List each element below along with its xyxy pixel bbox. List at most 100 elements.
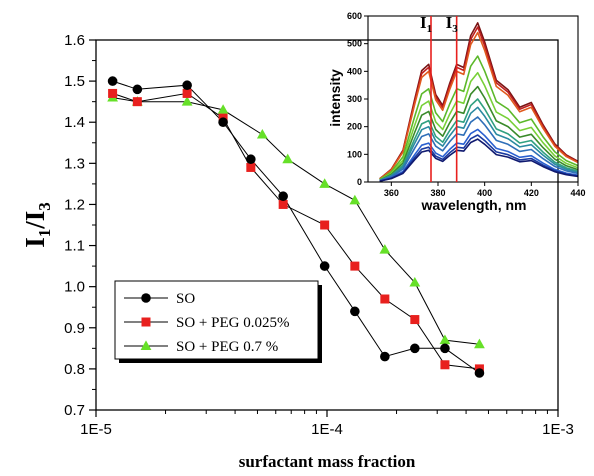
spectrum-line-3 bbox=[379, 55, 579, 181]
x-tick-label: 1E-3 bbox=[542, 421, 574, 438]
so-peg-07-data-point bbox=[349, 194, 361, 205]
spectrum-line-9 bbox=[379, 128, 579, 182]
inset-y-tick-label: 400 bbox=[347, 66, 362, 76]
so-peg-0025-data-point bbox=[141, 317, 151, 327]
y-axis-title: I1/I3 bbox=[20, 202, 54, 248]
inset-annotation-main: I bbox=[446, 13, 453, 32]
legend-label: SO + PEG 0.025% bbox=[176, 315, 289, 331]
inset-y-ticks: 0 100 200 300 400 500 600 bbox=[347, 11, 368, 187]
spectrum-line-4 bbox=[379, 71, 579, 181]
so-peg-0025-data-point bbox=[440, 360, 450, 370]
inset-x-tick-label: 400 bbox=[477, 188, 492, 198]
y-tick-label: 1.4 bbox=[64, 114, 85, 131]
legend-entries: SO SO + PEG 0.025% SO + PEG 0.7 % bbox=[124, 291, 289, 355]
inset-marks bbox=[430, 16, 458, 182]
so-data-point bbox=[246, 154, 256, 165]
so-peg-07-data-point bbox=[439, 334, 451, 345]
y-title-sub3: 3 bbox=[35, 202, 54, 211]
inset-y-axis-title: intensity bbox=[327, 69, 343, 127]
so-peg-0025-data-point bbox=[320, 220, 330, 230]
so-peg-0025-data-point bbox=[380, 294, 390, 304]
legend-label: SO bbox=[176, 291, 195, 307]
legend-label: SO + PEG 0.7 % bbox=[176, 339, 278, 355]
y-tick-label: 1.3 bbox=[64, 155, 85, 172]
main-series-group bbox=[107, 76, 485, 378]
inset-x-axis-title: wavelength, nm bbox=[420, 197, 526, 213]
so-data-point bbox=[440, 343, 450, 354]
y-tick-label: 0.9 bbox=[64, 320, 85, 337]
so-data-point bbox=[319, 261, 330, 271]
inset-x-tick-label: 440 bbox=[570, 188, 585, 198]
so-data-point bbox=[218, 117, 228, 128]
inset-y-tick-label: 600 bbox=[347, 11, 362, 21]
so-peg-07-data-point bbox=[379, 244, 391, 254]
so-peg-07-data-point bbox=[217, 104, 229, 114]
y-title-main: I bbox=[20, 237, 50, 248]
spectrum-line-10 bbox=[379, 134, 579, 182]
y-tick-label: 1.1 bbox=[64, 238, 85, 255]
series-line-2 bbox=[112, 97, 480, 345]
inset-x-ticks: 360 380 400 420 440 bbox=[384, 182, 586, 198]
so-data-point bbox=[107, 76, 118, 86]
spectrum-line-5 bbox=[379, 85, 579, 181]
so-peg-0025-data-point bbox=[350, 261, 360, 271]
so-peg-07-data-point bbox=[181, 96, 193, 106]
so-peg-0025-data-point bbox=[278, 199, 288, 209]
so-peg-07-data-point bbox=[409, 276, 421, 287]
inset-annotation-sub: 3 bbox=[452, 23, 458, 35]
inset-y-tick-label: 200 bbox=[347, 122, 362, 132]
inset-chart: 360 380 400 420 440 0 100 200 300 400 500 600 wave… bbox=[327, 11, 586, 213]
so-data-point bbox=[132, 84, 143, 95]
svg-text:I1/I3: I1/I3 bbox=[20, 202, 54, 248]
spectrum-line-11 bbox=[379, 138, 579, 182]
y-tick-label: 1.0 bbox=[64, 279, 85, 296]
inset-annotation-1: I3 bbox=[446, 13, 459, 35]
spectrum-line-2 bbox=[379, 31, 579, 180]
so-data-point bbox=[278, 191, 288, 202]
so-peg-0025-data-point bbox=[132, 97, 142, 107]
inset-y-tick-label: 100 bbox=[347, 149, 362, 159]
so-peg-07-data-point bbox=[140, 340, 152, 350]
main-y-ticks: 0.7 0.8 0.9 1.0 1.1 1.2 1.3 1.4 1.5 1.6 bbox=[64, 32, 96, 419]
spectrum-line-7 bbox=[379, 106, 579, 182]
inset-x-tick-label: 420 bbox=[524, 188, 539, 198]
inset-series-group bbox=[379, 22, 579, 182]
so-data-point bbox=[410, 343, 420, 354]
so-data-point bbox=[380, 351, 390, 362]
y-tick-label: 0.8 bbox=[64, 361, 85, 378]
so-peg-07-data-point bbox=[256, 128, 268, 139]
x-tick-label: 1E-4 bbox=[311, 421, 343, 438]
so-data-point bbox=[350, 306, 360, 317]
x-axis-title: surfactant mass fraction bbox=[239, 452, 416, 471]
series-line-0 bbox=[112, 80, 480, 374]
so-data-point bbox=[474, 368, 485, 378]
main-x-ticks: 1E-5 1E-4 1E-3 bbox=[80, 410, 574, 438]
so-data-point bbox=[141, 293, 151, 303]
so-peg-0025-data-point bbox=[246, 162, 256, 172]
so-data-point bbox=[182, 80, 192, 91]
y-title-slash: /I bbox=[20, 211, 50, 230]
so-peg-07-data-point bbox=[474, 338, 485, 349]
y-tick-label: 0.7 bbox=[64, 402, 85, 419]
x-tick-label: 1E-5 bbox=[80, 421, 112, 438]
inset-annotations: I1 I3 bbox=[420, 13, 458, 35]
main-chart: 1E-5 1E-4 1E-3 0.7 0.8 0.9 1.0 1.1 1.2 1.3 1.4 1.5… bbox=[20, 32, 574, 471]
inset-x-tick-label: 360 bbox=[384, 188, 399, 198]
series-line-1 bbox=[112, 92, 480, 370]
spectrum-line-1 bbox=[379, 26, 579, 180]
inset-x-tick-label: 380 bbox=[430, 188, 445, 198]
so-peg-07-data-point bbox=[282, 153, 294, 164]
so-peg-0025-data-point bbox=[410, 315, 420, 325]
inset-y-tick-label: 500 bbox=[347, 39, 362, 49]
so-peg-0025-data-point bbox=[182, 88, 192, 98]
spectrum-line-8 bbox=[379, 116, 579, 182]
y-title-sub1: 1 bbox=[35, 229, 54, 238]
so-peg-0025-data-point bbox=[108, 88, 118, 98]
legend: SO SO + PEG 0.025% SO + PEG 0.7 % bbox=[114, 280, 322, 363]
inset-annotation-0: I1 bbox=[420, 13, 432, 35]
y-tick-label: 1.6 bbox=[64, 32, 85, 49]
inset-y-tick-label: 300 bbox=[347, 94, 362, 104]
inset-annotation-sub: 1 bbox=[427, 23, 433, 35]
spectrum-line-6 bbox=[379, 98, 579, 182]
